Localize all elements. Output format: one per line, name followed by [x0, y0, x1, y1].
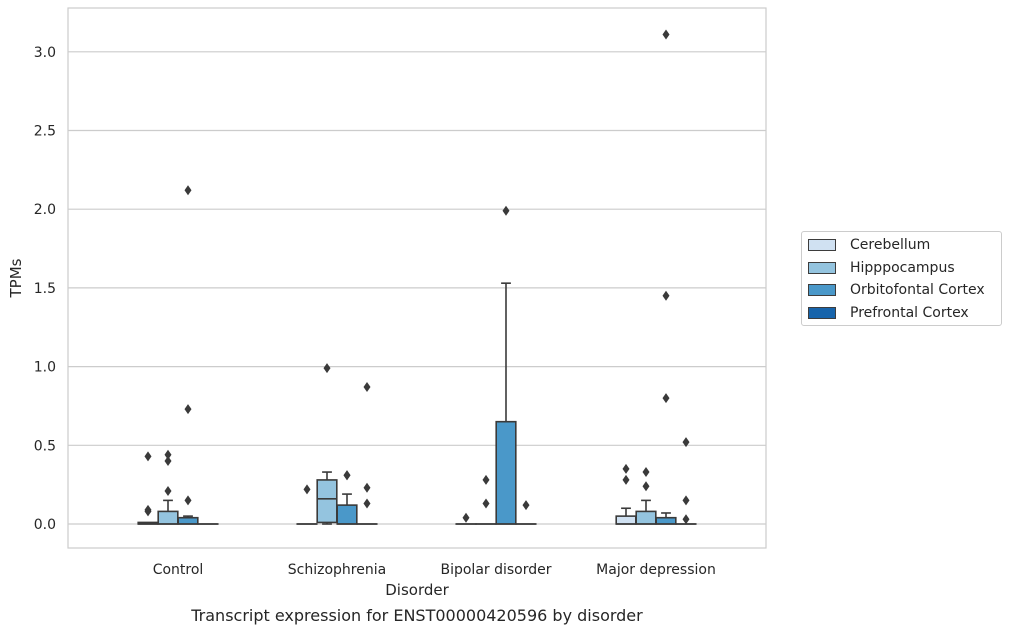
box-cerebellum	[296, 484, 318, 525]
outlier-point	[502, 205, 510, 216]
box-body	[635, 510, 657, 525]
box-body	[177, 516, 199, 525]
outlier-point	[184, 404, 192, 415]
box-prefrontal-cortex	[675, 437, 697, 525]
legend-swatch	[808, 307, 836, 320]
x-tick-label: Major depression	[596, 562, 716, 578]
legend-label: Cerebellum	[850, 237, 931, 253]
gridlines	[68, 51, 766, 525]
box-hipppocampus	[635, 467, 657, 525]
legend-item: Prefrontal Cortex	[808, 302, 969, 324]
x-tick-label: Schizophrenia	[288, 562, 386, 578]
box-body	[316, 479, 338, 524]
legend: Cerebellum Hipppocampus Orbitofontal Corte…	[801, 231, 1002, 326]
box-orbitofontal-cortex	[177, 185, 199, 525]
legend-item: Orbitofontal Cortex	[808, 279, 985, 301]
box-body	[655, 516, 677, 525]
plot-area-frame	[67, 7, 767, 549]
y-tick-label: 2.0	[34, 202, 56, 218]
legend-item: Hipppocampus	[808, 257, 955, 279]
y-tick-label: 1.5	[34, 281, 56, 297]
outlier-point	[363, 482, 371, 493]
outlier-point	[184, 495, 192, 506]
outlier-point	[164, 456, 172, 467]
y-tick-label: 0.0	[34, 517, 56, 533]
y-tick-label: 1.0	[34, 360, 56, 376]
box-body	[615, 515, 637, 525]
box-orbitofontal-cortex	[655, 29, 677, 525]
box-cerebellum	[455, 512, 477, 525]
legend-label: Hipppocampus	[850, 259, 955, 276]
x-axis-label: Disorder	[385, 581, 449, 599]
legend-item: Cerebellum	[808, 234, 930, 256]
outlier-point	[682, 495, 690, 506]
box-orbitofontal-cortex	[495, 205, 517, 525]
outlier-point	[662, 290, 670, 301]
box-cerebellum	[137, 451, 159, 525]
outlier-point	[164, 485, 172, 496]
y-tick-label: 0.5	[34, 438, 56, 454]
legend-swatch	[808, 284, 836, 297]
outlier-point	[622, 474, 630, 485]
box-prefrontal-cortex	[515, 500, 537, 525]
box-orbitofontal-cortex	[336, 470, 358, 525]
outlier-point	[343, 470, 351, 481]
outlier-point	[682, 437, 690, 448]
box-cerebellum	[615, 463, 637, 525]
outlier-point	[164, 449, 172, 460]
legend-swatch	[808, 239, 836, 251]
box-prefrontal-cortex	[356, 382, 378, 525]
x-tick-labels: Control Schizophrenia Bipolar disorder Majo…	[153, 562, 716, 578]
box-marks	[137, 29, 697, 525]
y-tick-labels: 0.0 0.5 1.0 1.5 2.0 2.5 3.0	[34, 45, 56, 533]
outlier-point	[522, 500, 530, 511]
box-body	[336, 504, 358, 525]
chart-caption: Transcript expression for ENST0000042059…	[191, 606, 643, 625]
outlier-point	[462, 512, 470, 523]
box-hipppocampus	[157, 449, 179, 525]
x-tick-label: Control	[153, 562, 204, 578]
outlier-point	[303, 484, 311, 495]
legend-label: Prefrontal Cortex	[850, 305, 969, 322]
box-body	[495, 420, 517, 525]
legend-swatch	[808, 261, 836, 274]
outlier-point	[363, 382, 371, 393]
outlier-point	[184, 185, 192, 196]
box-body	[157, 510, 179, 525]
x-tick-label: Bipolar disorder	[440, 562, 551, 578]
outlier-point	[682, 514, 690, 525]
box-hipppocampus	[475, 474, 497, 525]
outlier-point	[363, 498, 371, 509]
legend-label: Orbitofontal Cortex	[850, 282, 985, 299]
y-tick-label: 2.5	[34, 124, 56, 140]
outlier-point	[662, 29, 670, 40]
outlier-point	[622, 463, 630, 474]
outlier-point	[323, 363, 331, 374]
y-tick-label: 3.0	[34, 45, 56, 61]
y-axis-label: TPMs	[7, 258, 25, 298]
outlier-point	[144, 451, 152, 462]
outlier-point	[642, 481, 650, 492]
outlier-point	[144, 506, 152, 517]
outlier-point	[482, 498, 490, 509]
outlier-point	[482, 474, 490, 485]
box-hipppocampus	[316, 363, 338, 525]
outlier-point	[642, 467, 650, 478]
outlier-point	[662, 393, 670, 404]
